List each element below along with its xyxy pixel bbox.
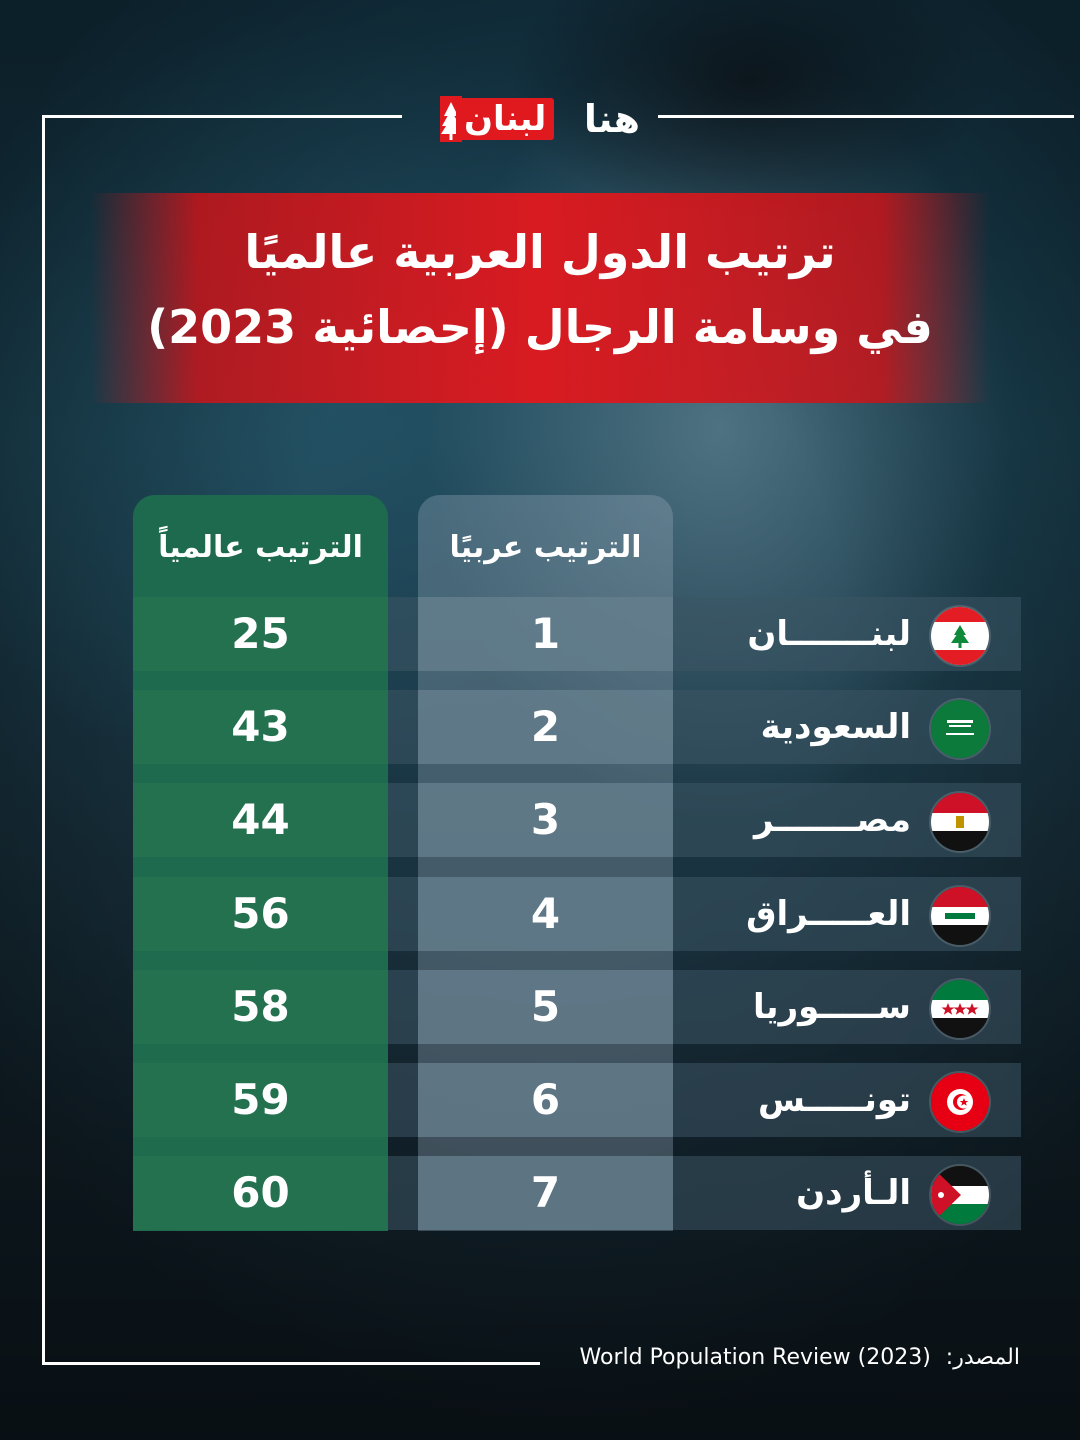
country-name: تونـــــس — [757, 1080, 911, 1120]
table-row: 56 4 العـــــراق — [133, 877, 1021, 951]
table-row: 44 3 مصـــــــر — [133, 783, 1021, 857]
logo-word-red: لبنان — [456, 98, 555, 140]
saudi-flag-icon — [929, 698, 991, 760]
title-banner — [90, 193, 990, 403]
frame-left — [42, 115, 45, 1365]
world-cell — [133, 690, 388, 764]
world-rank-value: 43 — [231, 702, 290, 751]
arab-rank-value: 4 — [530, 889, 561, 938]
world-cell — [133, 970, 388, 1044]
world-rank-value: 56 — [231, 889, 290, 938]
title-line-2: في وسامة الرجال (إحصائية 2023) — [147, 300, 933, 354]
source-value: World Population Review (2023) — [579, 1345, 931, 1370]
header-world-rank: الترتيب عالمياً — [158, 530, 363, 565]
country-name: العـــــراق — [746, 894, 911, 934]
world-rank-value: 44 — [231, 795, 290, 844]
arab-rank-value: 6 — [530, 1075, 561, 1124]
arab-rank-value: 3 — [530, 795, 561, 844]
header-arab-rank: الترتيب عربيًا — [449, 530, 642, 565]
country-name: لبنـــــــان — [747, 614, 911, 654]
country-name: ســـــوريا — [753, 987, 911, 1027]
lebanon-flag-icon — [929, 605, 991, 667]
arab-rank-value: 7 — [530, 1168, 561, 1217]
arab-rank-value: 1 — [530, 609, 561, 658]
table-row: 25 1 لبنـــــــان — [133, 597, 1021, 671]
world-rank-value: 25 — [231, 609, 290, 658]
tunisia-flag-icon — [929, 1071, 991, 1133]
iraq-flag-icon — [929, 885, 991, 947]
world-cell — [133, 783, 388, 857]
frame-top-right — [658, 115, 1074, 118]
source-label: المصدر: — [945, 1345, 1020, 1370]
arab-cell — [418, 783, 673, 857]
world-cell — [133, 597, 388, 671]
world-rank-value: 59 — [231, 1075, 290, 1124]
title-line-1: ترتيب الدول العربية عالميًا — [244, 225, 836, 279]
frame-top-left — [42, 115, 402, 118]
world-cell — [133, 1156, 388, 1230]
table-row: 43 2 السعودية — [133, 690, 1021, 764]
syria-flag-icon — [929, 978, 991, 1040]
arab-rank-value: 2 — [530, 702, 561, 751]
arab-cell — [418, 597, 673, 671]
arab-cell — [418, 690, 673, 764]
world-rank-value: 58 — [231, 982, 290, 1031]
table-row: 58 5 ســـــوريا — [133, 970, 1021, 1044]
arab-cell — [418, 1063, 673, 1137]
brand-logo: لبنان هنا — [440, 92, 640, 148]
logo-word-white: هنا — [583, 97, 640, 141]
arab-rank-value: 5 — [530, 982, 561, 1031]
country-name: السعودية — [760, 707, 911, 747]
world-rank-value: 60 — [231, 1168, 290, 1217]
country-name: مصـــــــر — [753, 800, 911, 840]
world-cell — [133, 1063, 388, 1137]
frame-bottom — [42, 1362, 540, 1365]
arab-cell — [418, 970, 673, 1044]
jordan-flag-icon — [929, 1164, 991, 1226]
egypt-flag-icon — [929, 791, 991, 853]
country-name: الـأردن — [796, 1173, 911, 1213]
table-row: 59 6 تونـــــس — [133, 1063, 1021, 1137]
table-row: 60 7 الـأردن — [133, 1156, 1021, 1230]
world-cell — [133, 877, 388, 951]
source-note: المصدر: World Population Review (2023) — [580, 1345, 1020, 1370]
arab-cell — [418, 1156, 673, 1230]
arab-cell — [418, 877, 673, 951]
